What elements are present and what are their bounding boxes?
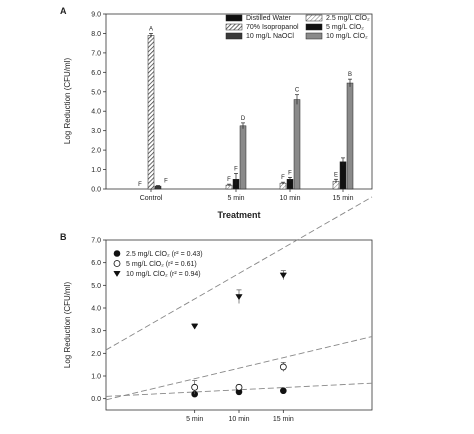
panel-b-x-tick-label: 10 min (228, 416, 249, 423)
panel-a-y-tick-label: 0.0 (91, 187, 101, 194)
panel-b-trend-line (105, 382, 373, 397)
panel-a-significance-letter: D (241, 116, 246, 122)
panel-b-legend: 2.5 mg/L ClO₂ (r² = 0.43) 5 mg/L ClO₂ (r²… (113, 250, 203, 278)
panel-a-bar (147, 35, 155, 190)
panel-a-x-tick-label: 10 min (279, 195, 300, 202)
panel-b-y-tick-label: 5.0 (91, 283, 101, 290)
panel-a-y-tick-label: 1.0 (91, 167, 101, 174)
panel-b-data-point (235, 294, 243, 301)
panel-b: B 0.0 1.0 2.0 3.0 4.0 5.0 6.0 7.0 5 min 10 min 15… (60, 196, 373, 423)
panel-a-y-tick-label: 7.0 (91, 50, 101, 57)
panel-a-x-tick-label: 15 min (332, 195, 353, 202)
panel-a-significance-letter: F (164, 179, 168, 185)
panel-b-legend-marker (113, 250, 121, 257)
panel-b-y-axis: 0.0 1.0 2.0 3.0 4.0 5.0 6.0 7.0 (91, 238, 106, 403)
panel-a-bar (339, 161, 347, 190)
panel-a-significance-letter: E (334, 172, 338, 178)
panel-a-y-tick-label: 5.0 (91, 89, 101, 96)
panel-b-trend-line (105, 336, 373, 401)
panel-a-significance-letter: F (234, 166, 238, 172)
panel-a-legend: Distilled Water 70% Isopropanol 10 mg/L Na… (225, 14, 370, 40)
panel-a-significance-letter: F (138, 182, 142, 188)
panel-b-label: B (60, 232, 67, 242)
panel-b-data-point (191, 323, 199, 330)
panel-b-legend-marker (113, 271, 121, 277)
panel-b-legend-label: 2.5 mg/L ClO₂ (r² = 0.43) (126, 251, 203, 258)
panel-a-legend-swatch (305, 23, 323, 31)
panel-b-y-tick-label: 4.0 (91, 306, 101, 313)
panel-a-significance-letter: F (227, 177, 231, 183)
panel-b-data-point (280, 387, 287, 395)
panel-a-x-axis: Control 5 min 10 min 15 min (140, 189, 354, 202)
panel-a-legend-swatch (225, 23, 243, 31)
panel-b-x-tick-label: 15 min (273, 416, 294, 423)
panel-a-y-tick-label: 2.0 (91, 148, 101, 155)
panel-a-y-tick-label: 3.0 (91, 128, 101, 135)
panel-b-data-point (279, 363, 287, 371)
panel-a-legend-swatch (305, 32, 323, 40)
panel-b-trend-line (105, 196, 373, 351)
panel-b-x-tick-label: 5 min (186, 416, 203, 423)
panel-b-y-tick-label: 7.0 (91, 238, 101, 245)
panel-a-y-tick-label: 9.0 (91, 12, 101, 19)
panel-b-trend-lines (105, 196, 373, 401)
panel-a-legend-swatch (225, 32, 243, 40)
panel-a-plot-area (105, 13, 373, 190)
panel-b-data-point (235, 383, 243, 391)
panel-b-legend-label: 5 mg/L ClO₂ (r² = 0.61) (126, 261, 197, 268)
panel-a-significance-letter: F (288, 170, 292, 176)
panel-b-y-tick-label: 6.0 (91, 260, 101, 267)
panel-a-legend-label: 10 mg/L NaOCl (246, 33, 294, 40)
panel-a-x-tick-label: 5 min (227, 195, 244, 202)
panel-a-y-axis-title: Log Reduction (CFU/ml) (63, 58, 72, 145)
panel-a-x-axis-title: Treatment (217, 210, 260, 220)
panel-a-significance-letter: C (295, 88, 300, 94)
panel-b-points (191, 270, 287, 398)
panel-a-legend-swatch (305, 14, 323, 22)
panel-a-label: A (60, 6, 67, 16)
panel-a-legend-label: 2.5 mg/L ClO₂ (326, 15, 370, 22)
panel-b-data-point (191, 383, 199, 391)
panel-b-y-axis-title: Log Reduction (CFU/ml) (63, 282, 72, 369)
panel-b-x-axis: 5 min 10 min 15 min (186, 410, 294, 423)
panel-a-y-tick-label: 6.0 (91, 70, 101, 77)
panel-a-y-axis: 0.0 1.0 2.0 3.0 4.0 5.0 6.0 7.0 8.0 9.0 (91, 12, 106, 194)
panel-a-legend-label: 10 mg/L ClO₂ (326, 33, 368, 40)
panel-a: A 0.0 1.0 2.0 3.0 4.0 5.0 6.0 7.0 8.0 9.0 Control… (60, 6, 373, 220)
panel-a-y-tick-label: 8.0 (91, 31, 101, 38)
panel-b-legend-marker (113, 260, 121, 267)
panel-a-bar (293, 99, 301, 190)
panel-a-legend-swatch (225, 14, 243, 22)
panel-b-legend-label: 10 mg/L ClO₂ (r² = 0.94) (126, 271, 201, 278)
panel-a-legend-label: Distilled Water (246, 15, 292, 22)
panel-b-y-tick-label: 1.0 (91, 374, 101, 381)
panel-b-y-tick-label: 0.0 (91, 396, 101, 403)
panel-a-significance-letter: A (149, 26, 153, 32)
panel-a-legend-label: 5 mg/L ClO₂ (326, 24, 364, 31)
panel-a-legend-label: 70% Isopropanol (246, 24, 299, 31)
panel-a-bar (239, 125, 247, 190)
panel-a-significance-letter: B (348, 72, 352, 78)
panel-b-data-point (279, 272, 287, 279)
panel-b-y-tick-label: 3.0 (91, 328, 101, 335)
panel-a-bar (346, 82, 354, 190)
panel-b-y-tick-label: 2.0 (91, 351, 101, 358)
panel-a-y-tick-label: 4.0 (91, 109, 101, 116)
panel-a-significance-letter: F (281, 175, 285, 181)
panel-a-x-tick-label: Control (140, 195, 163, 202)
